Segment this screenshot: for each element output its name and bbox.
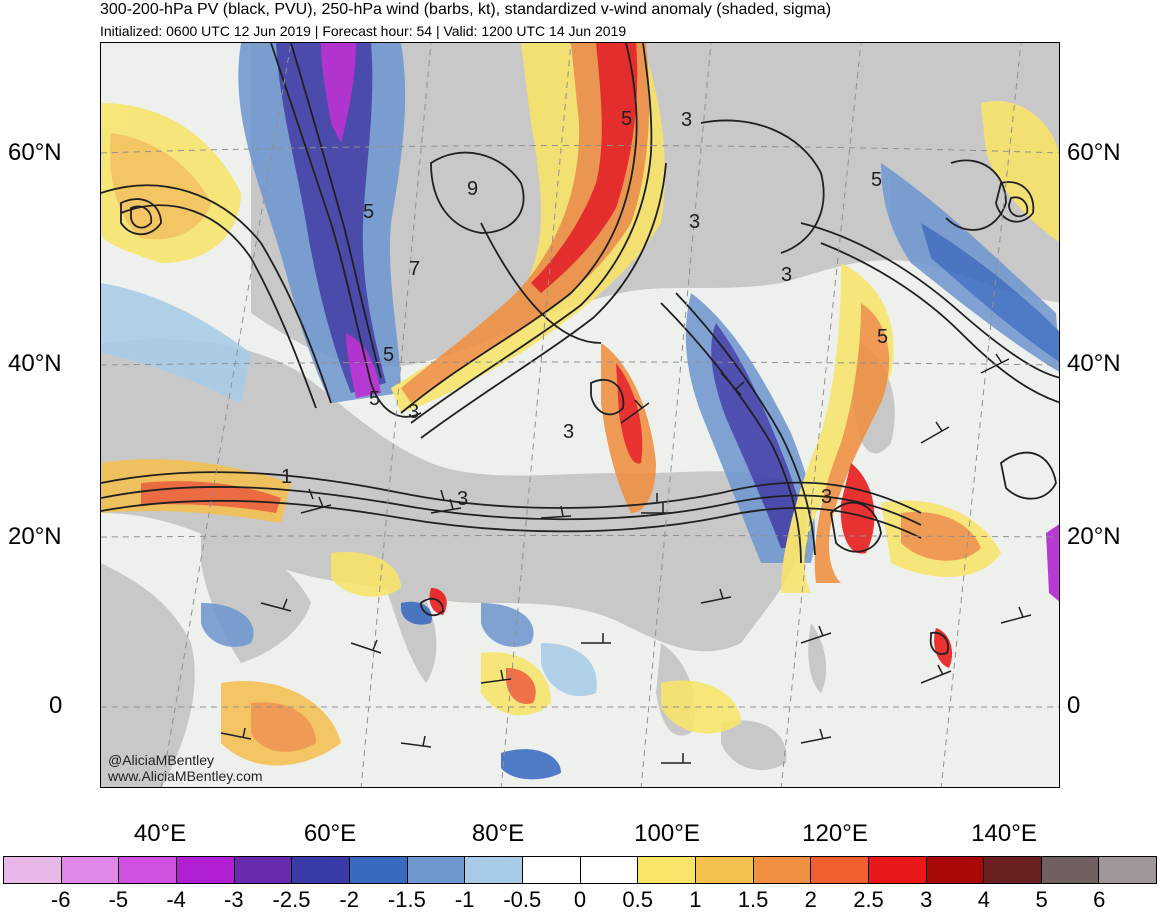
colorbar-tick-label: -6 xyxy=(50,887,71,912)
lat-label-20n-right: 20°N xyxy=(1067,523,1121,550)
lat-label-60n-left: 60°N xyxy=(8,139,62,166)
colorbar-tick-label: 0 xyxy=(573,887,587,912)
lat-label-40n-right: 40°N xyxy=(1067,350,1121,377)
colorbar-swatch xyxy=(753,857,812,883)
colorbar-tick-label: -4 xyxy=(166,887,186,912)
colorbar-swatch xyxy=(4,857,62,883)
colorbar-tick-label: -2.5 xyxy=(272,887,311,912)
colorbar-tick-label: -5 xyxy=(108,887,129,912)
colorbar-tick-label: 5 xyxy=(1035,887,1048,912)
colorbar-swatch xyxy=(465,857,523,883)
lon-label-120e: 120°E xyxy=(802,820,868,847)
colorbar-tick-label: 3 xyxy=(920,887,933,912)
colorbar-swatch xyxy=(811,857,869,883)
colorbar-swatch xyxy=(61,857,120,883)
map-title: 300-200-hPa PV (black, PVU), 250-hPa win… xyxy=(100,1,832,18)
colorbar-tick-label: 6 xyxy=(1093,887,1106,912)
colorbar-swatch xyxy=(580,857,639,883)
colorbar-swatch xyxy=(984,857,1042,883)
colorbar-swatch xyxy=(695,857,754,883)
contour-label: 3 xyxy=(821,486,832,508)
lon-label-140e: 140°E xyxy=(971,820,1037,847)
contour-label: 9 xyxy=(467,178,478,200)
colorbar-tick-label: 1.5 xyxy=(737,887,769,912)
contour-labels: 5 3 7 9 5 3 3 5 3 1 3 3 3 5 5 5 xyxy=(281,108,888,510)
colorbar-swatch xyxy=(926,857,985,883)
colorbar-swatch xyxy=(176,857,235,883)
contour-label: 5 xyxy=(363,201,374,223)
contour-label: 3 xyxy=(681,109,692,131)
colorbar-swatch xyxy=(349,857,408,883)
land-philippines xyxy=(808,623,827,693)
contour-label: 5 xyxy=(621,108,632,130)
contour-label: 3 xyxy=(408,401,419,423)
colorbar-swatch xyxy=(292,857,350,883)
colorbar xyxy=(3,856,1157,884)
credit-handle: @AliciaMBentley xyxy=(108,752,215,768)
pv-contours xyxy=(101,43,1059,655)
wind-barbs xyxy=(220,353,1032,764)
contour-label: 1 xyxy=(281,466,292,488)
contour-label: 3 xyxy=(689,211,700,233)
map-panel: 5 3 7 9 5 3 3 5 3 1 3 3 3 5 5 5 xyxy=(100,42,1060,788)
colorbar-swatch xyxy=(407,857,466,883)
lon-label-100e: 100°E xyxy=(634,820,700,847)
colorbar-tick-label: 2 xyxy=(804,887,817,912)
land-borneo xyxy=(721,720,787,771)
contour-label: 5 xyxy=(877,326,888,348)
land-eurasia xyxy=(101,339,806,652)
colorbar-swatch xyxy=(119,857,177,883)
lat-label-eq-right: 0 xyxy=(1067,692,1081,719)
land-india xyxy=(370,513,437,683)
colorbar-tick-label: -1 xyxy=(454,887,475,912)
colorbar-tick-label: -1.5 xyxy=(387,887,426,912)
lon-label-60e: 60°E xyxy=(303,820,357,847)
colorbar-tick-label: 2.5 xyxy=(853,887,884,912)
contour-label: 3 xyxy=(781,264,792,286)
lat-label-60n-right: 60°N xyxy=(1067,139,1121,166)
contour-label: 5 xyxy=(383,344,394,366)
colorbar-tick-label: 0.5 xyxy=(622,887,653,912)
colorbar-swatch xyxy=(522,857,581,883)
credit-website: www.AliciaMBentley.com xyxy=(108,768,263,784)
colorbar-swatch xyxy=(1041,857,1100,883)
anomaly-shading xyxy=(101,43,1059,780)
lat-label-20n-left: 20°N xyxy=(8,523,62,550)
colorbar-swatch xyxy=(868,857,927,883)
colorbar-swatch xyxy=(1099,857,1157,883)
lon-label-80e: 80°E xyxy=(471,820,525,847)
map-subtitle: Initialized: 0600 UTC 12 Jun 2019 | Fore… xyxy=(100,23,627,39)
contour-label: 3 xyxy=(457,488,468,510)
contour-label: 5 xyxy=(369,388,380,410)
lat-label-40n-left: 40°N xyxy=(8,350,62,377)
colorbar-swatch xyxy=(234,857,293,883)
map-canvas: 5 3 7 9 5 3 3 5 3 1 3 3 3 5 5 5 xyxy=(101,43,1059,787)
lon-label-40e: 40°E xyxy=(133,820,187,847)
colorbar-tick-label: 1 xyxy=(689,887,702,912)
colorbar-swatch xyxy=(638,857,696,883)
lat-label-eq-left: 0 xyxy=(49,692,63,719)
contour-label: 5 xyxy=(871,169,882,191)
contour-label: 7 xyxy=(409,258,420,280)
colorbar-tick-label: -3 xyxy=(224,887,244,912)
contour-label: 3 xyxy=(563,421,574,443)
lat-lon-grid xyxy=(101,43,1059,787)
colorbar-tick-label: -0.5 xyxy=(503,887,542,912)
colorbar-tick-label: -2 xyxy=(339,887,359,912)
colorbar-tick-label: 4 xyxy=(977,887,991,912)
